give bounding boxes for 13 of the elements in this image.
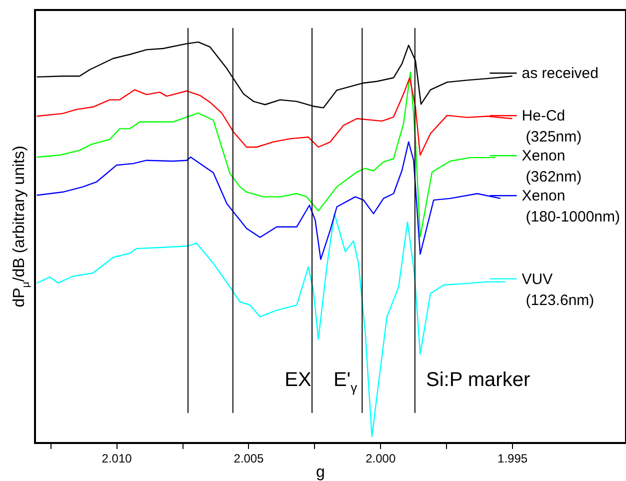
x-tick-label: 2.010 [102,452,132,466]
legend-label: Xenon (362nm) [522,148,582,186]
annotation: EX [284,369,312,391]
x-tick-label: 2.000 [366,452,396,466]
legend-label: VUV (123.6nm) [522,270,594,309]
legend-label: He-Cd (325nm) [522,108,582,146]
x-tick-label: 1.995 [498,452,528,466]
y-axis-title: dPμ/dB (arbitrary units) [11,146,32,308]
x-tick-label: 2.005 [234,452,264,466]
x-axis-title: g [316,464,325,481]
annotation: Si:P marker [426,369,530,391]
legend-label: Xenon (180-1000nm) [522,188,620,226]
legend-label: as received [522,65,598,82]
